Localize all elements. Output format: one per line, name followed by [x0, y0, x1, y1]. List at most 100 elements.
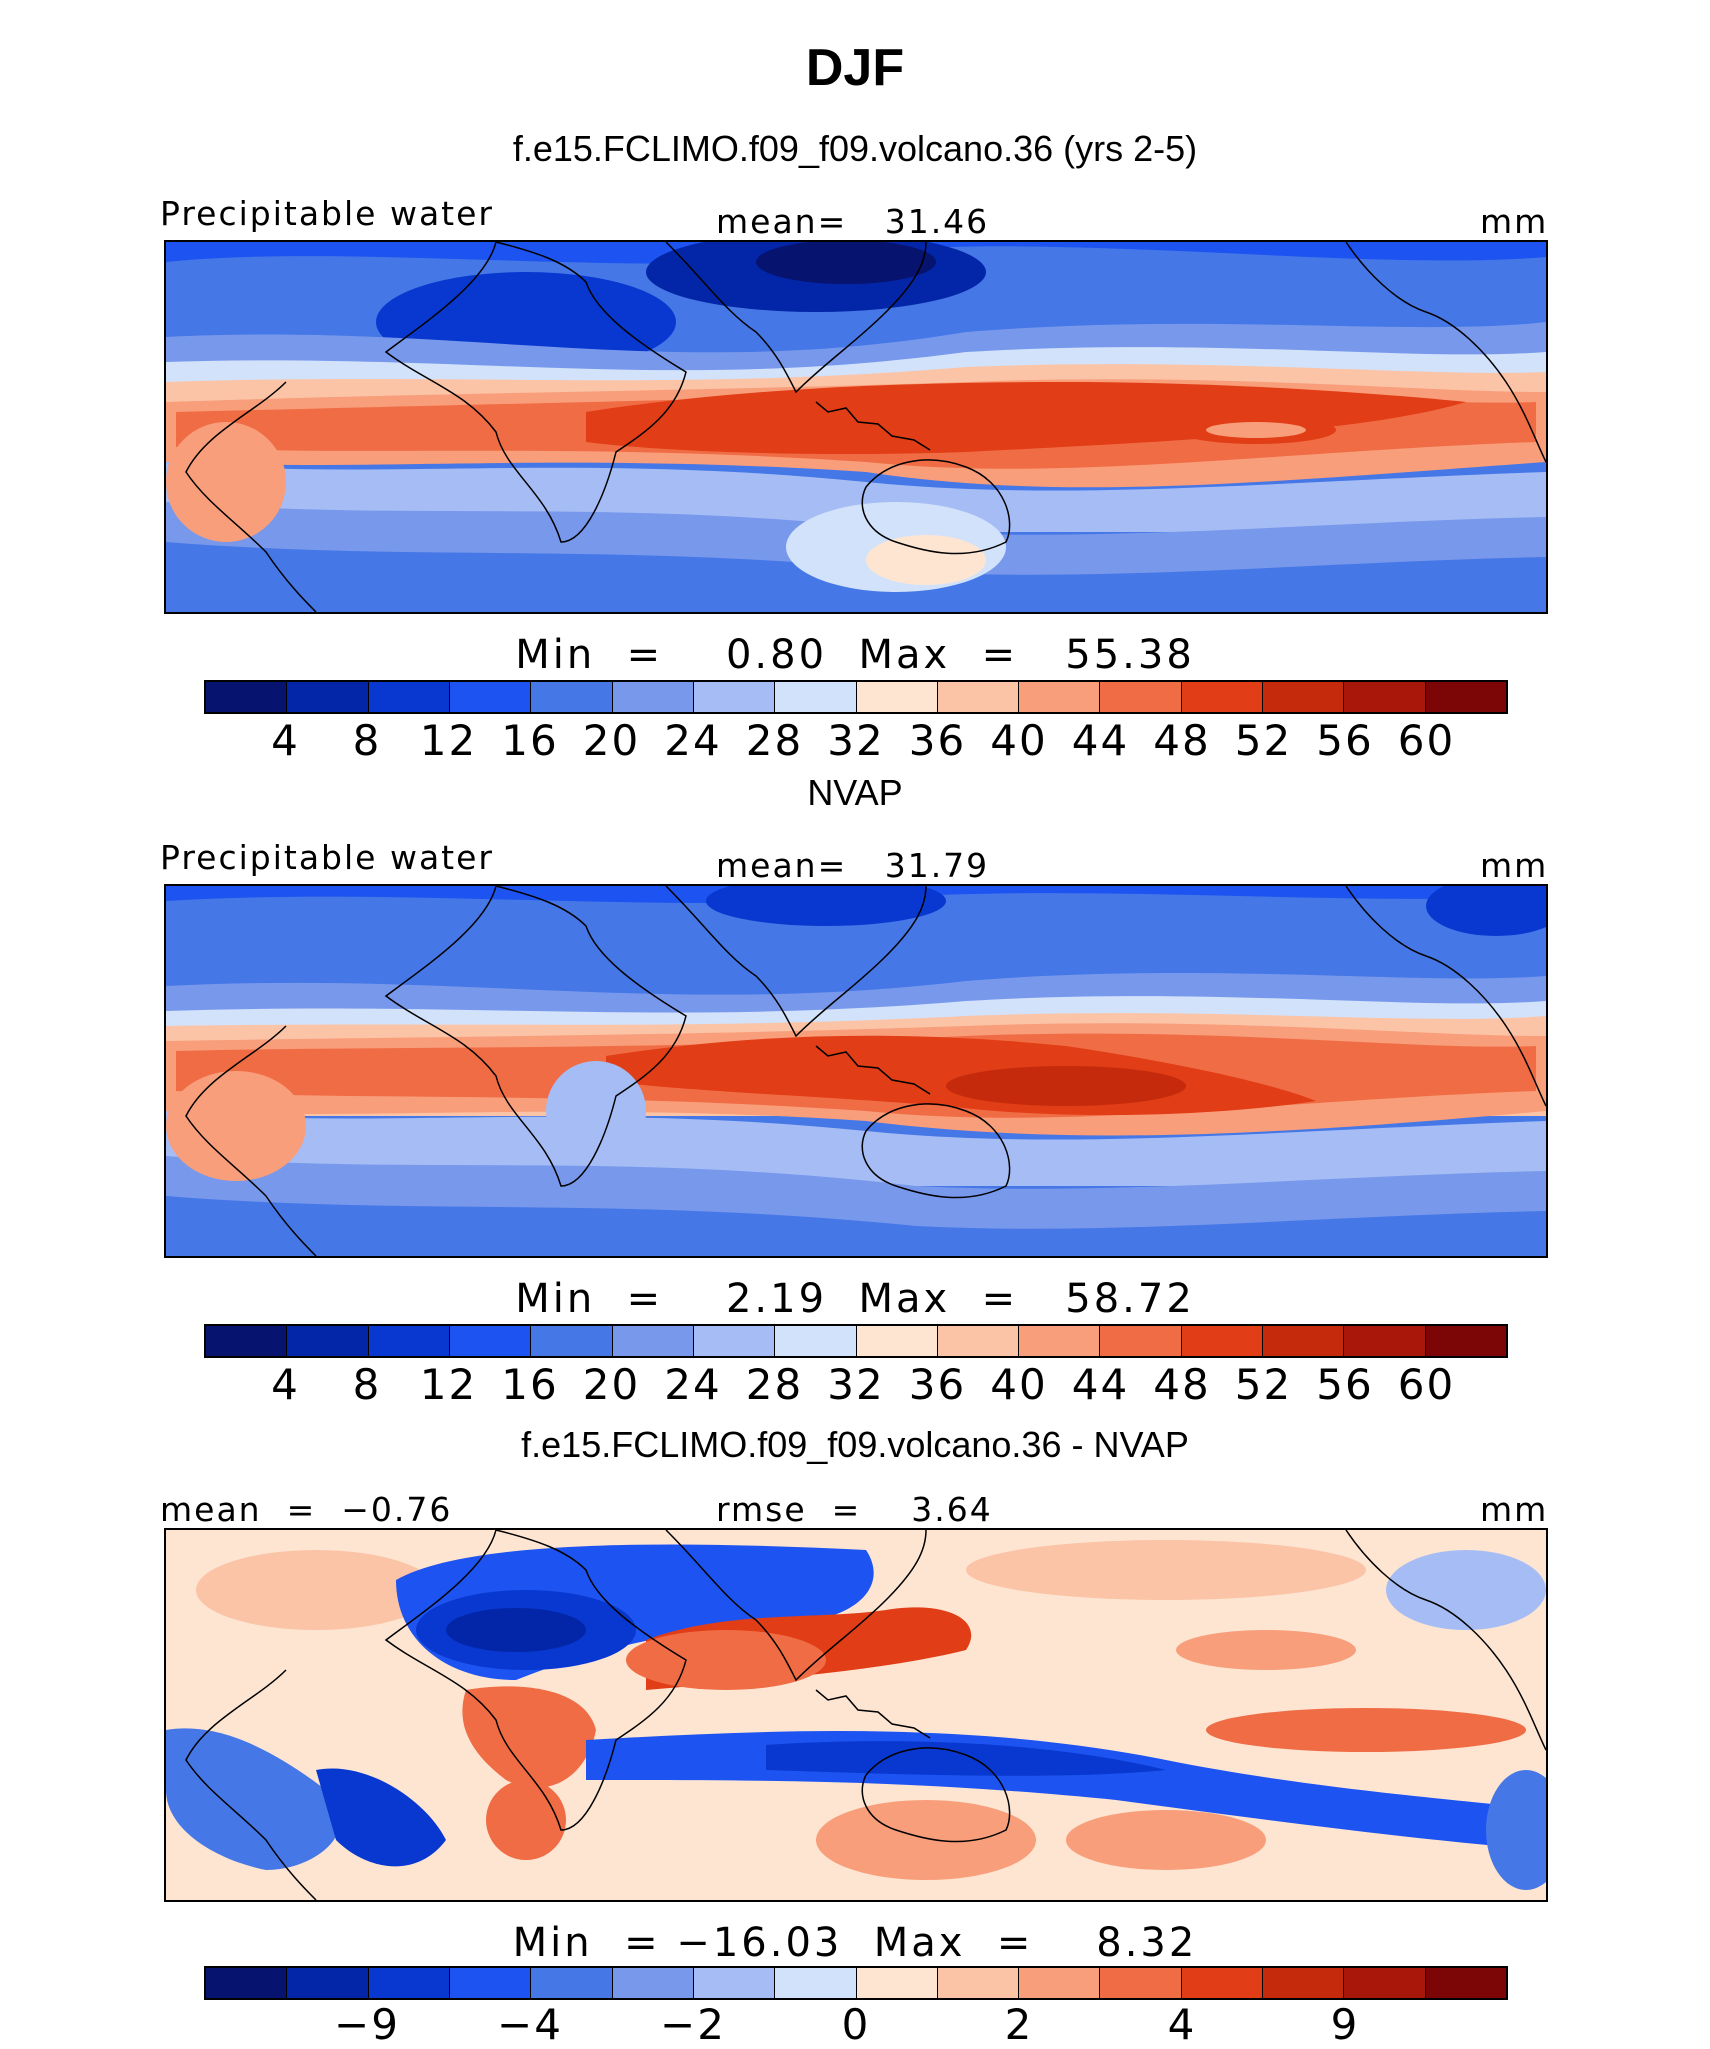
colorbar-swatch [1100, 1968, 1182, 1998]
colorbar-swatch [1181, 682, 1264, 712]
colorbar-swatch [937, 1968, 1020, 1998]
colorbar-tick-label: 44 [1071, 716, 1130, 765]
colorbar-tick-label: 20 [582, 1360, 641, 1409]
panel-1-field [166, 242, 1546, 612]
panel-3-stats: Min = −16.03 Max = 8.32 [512, 1920, 1198, 1966]
colorbar-swatch [775, 682, 857, 712]
colorbar-swatch [693, 1968, 776, 1998]
colorbar-swatch [693, 682, 776, 712]
colorbar-tick-label: 4 [271, 1360, 300, 1409]
colorbar-tick-label: 60 [1397, 1360, 1456, 1409]
colorbar-tick-label: −2 [660, 2000, 726, 2049]
colorbar-swatch [1181, 1326, 1264, 1356]
colorbar-swatch [612, 1968, 694, 1998]
colorbar-tick-label: 24 [664, 1360, 722, 1409]
panel-2-colorbar-ticks: 4 8 12 16 20 24 28 32 36 40 44 48 52 56 60 [204, 1360, 1508, 1409]
panel-2-colorbar [204, 1324, 1508, 1358]
colorbar-swatch [1425, 1968, 1506, 1998]
colorbar-swatch [287, 1326, 369, 1356]
colorbar-swatch [856, 682, 938, 712]
colorbar-swatch [368, 1968, 450, 1998]
colorbar-swatch [1100, 1326, 1182, 1356]
panel-3-left-label: mean = −0.76 [160, 1490, 453, 1529]
panel-2-right-label: mm [1480, 846, 1549, 885]
colorbar-tick-label: 28 [745, 1360, 804, 1409]
colorbar-swatch [206, 1968, 288, 1998]
colorbar-swatch [287, 1968, 369, 1998]
panel-1-map [164, 240, 1548, 614]
colorbar-swatch [531, 1326, 613, 1356]
colorbar-swatch [612, 1326, 694, 1356]
colorbar-swatch [531, 1968, 613, 1998]
colorbar-tick-label: 48 [1153, 716, 1211, 765]
colorbar-swatch [693, 1326, 776, 1356]
colorbar-tick-label: 2 [1004, 2000, 1034, 2049]
colorbar-tick-label: 56 [1316, 716, 1374, 765]
colorbar-tick-label: 12 [419, 1360, 478, 1409]
colorbar-swatch [449, 1968, 532, 1998]
panel-3-center-label: rmse = 3.64 [716, 1490, 993, 1529]
colorbar-swatch [1263, 1326, 1345, 1356]
colorbar-swatch [1425, 1326, 1506, 1356]
colorbar-swatch [775, 1326, 857, 1356]
colorbar-tick-label: 32 [827, 1360, 885, 1409]
colorbar-tick-label: 32 [827, 716, 885, 765]
panel-1-center-label: mean= 31.46 [716, 202, 990, 241]
colorbar-swatch [937, 682, 1020, 712]
figure-title: DJF [805, 39, 905, 97]
colorbar-tick-label: 52 [1234, 1360, 1293, 1409]
colorbar-swatch [1425, 682, 1506, 712]
panel-2-field [166, 886, 1546, 1256]
panel-2-center-label: mean= 31.79 [716, 846, 990, 885]
panel-2-map [164, 884, 1548, 1258]
panel-3-field [166, 1530, 1546, 1900]
panel-1-colorbar-ticks: 4 8 12 16 20 24 28 32 36 40 44 48 52 56 60 [204, 716, 1508, 765]
colorbar-tick-label: 0 [841, 2000, 871, 2049]
colorbar-swatch [1019, 1326, 1101, 1356]
colorbar-tick-label: 44 [1071, 1360, 1130, 1409]
colorbar-tick-label: 4 [271, 716, 300, 765]
colorbar-swatch [856, 1968, 938, 1998]
colorbar-swatch [1344, 1326, 1426, 1356]
colorbar-swatch [1263, 1968, 1345, 1998]
colorbar-tick-label: 60 [1397, 716, 1456, 765]
colorbar-tick-label: 52 [1234, 716, 1293, 765]
colorbar-tick-label: 12 [419, 716, 478, 765]
colorbar-swatch [206, 682, 288, 712]
colorbar-swatch [1263, 682, 1345, 712]
colorbar-swatch [775, 1968, 857, 1998]
colorbar-swatch [206, 1326, 288, 1356]
colorbar-tick-label: 16 [501, 1360, 559, 1409]
colorbar-tick-label: 24 [664, 716, 722, 765]
colorbar-swatch [856, 1326, 938, 1356]
panel-1-colorbar [204, 680, 1508, 714]
panel-2-stats: Min = 2.19 Max = 58.72 [515, 1276, 1195, 1322]
colorbar-tick-label: −4 [497, 2000, 563, 2049]
colorbar-swatch [1019, 682, 1101, 712]
colorbar-tick-label: 40 [990, 716, 1048, 765]
colorbar-swatch [1344, 682, 1426, 712]
colorbar-swatch [1100, 682, 1182, 712]
panel-1-right-label: mm [1480, 202, 1549, 241]
colorbar-swatch [937, 1326, 1020, 1356]
panel-2-left-label: Precipitable water [160, 838, 494, 877]
panel-3-colorbar [204, 1966, 1508, 2000]
colorbar-tick-label: −9 [334, 2000, 400, 2049]
panel-2-title: NVAP [807, 772, 903, 813]
colorbar-swatch [1344, 1968, 1426, 1998]
colorbar-swatch [612, 682, 694, 712]
colorbar-swatch [368, 682, 450, 712]
colorbar-swatch [368, 1326, 450, 1356]
colorbar-tick-label: 36 [908, 1360, 967, 1409]
colorbar-tick-label: 8 [352, 716, 382, 765]
panel-1-title: f.e15.FCLIMO.f09_f09.volcano.36 (yrs 2-5… [512, 128, 1198, 169]
colorbar-tick-label: 56 [1316, 1360, 1374, 1409]
colorbar-swatch [449, 1326, 532, 1356]
panel-3-map [164, 1528, 1548, 1902]
panel-1-stats: Min = 0.80 Max = 55.38 [515, 632, 1195, 678]
colorbar-swatch [531, 682, 613, 712]
colorbar-swatch [449, 682, 532, 712]
colorbar-swatch [287, 682, 369, 712]
colorbar-tick-label: 8 [352, 1360, 382, 1409]
colorbar-swatch [1019, 1968, 1101, 1998]
